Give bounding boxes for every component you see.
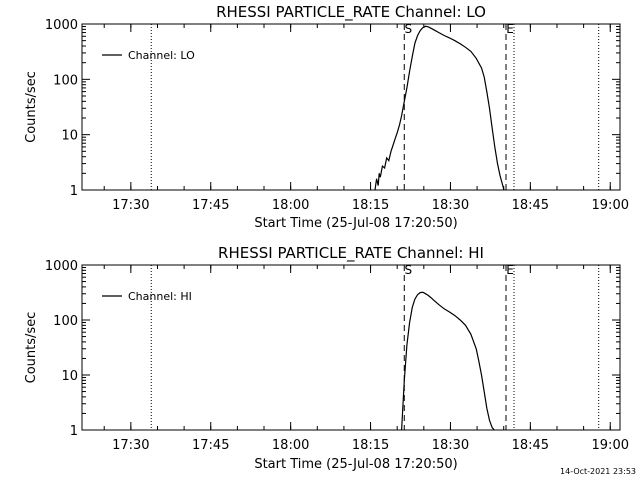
footer-timestamp: 14-Oct-2021 23:53 bbox=[560, 467, 636, 476]
marker-label-s: S bbox=[404, 22, 412, 36]
y-tick-label: 10 bbox=[61, 369, 78, 384]
x-tick-label: 19:00 bbox=[592, 438, 629, 453]
y-tick-label: 100 bbox=[53, 73, 78, 88]
x-tick-label: 17:30 bbox=[112, 198, 149, 213]
x-tick-label: 18:15 bbox=[352, 438, 389, 453]
legend-entry: Channel: HI bbox=[128, 290, 192, 303]
x-tick-label: 18:45 bbox=[512, 438, 549, 453]
legend-entry: Channel: LO bbox=[128, 49, 195, 62]
x-tick-label: 18:45 bbox=[512, 198, 549, 213]
chart-panel-hi: RHESSI PARTICLE_RATE Channel: HI Start Ti… bbox=[24, 244, 629, 472]
y-tick-label: 1000 bbox=[45, 18, 78, 33]
x-tick-label: 19:00 bbox=[592, 198, 629, 213]
x-tick-label: 17:30 bbox=[112, 438, 149, 453]
x-tick-label: 18:30 bbox=[432, 438, 469, 453]
plot-frame bbox=[81, 264, 621, 431]
y-axis-label: Counts/sec bbox=[24, 312, 39, 384]
chart-title: RHESSI PARTICLE_RATE Channel: LO bbox=[216, 3, 486, 22]
y-tick-label: 1000 bbox=[45, 259, 78, 274]
y-axis-label: Counts/sec bbox=[24, 71, 39, 143]
x-tick-label: 17:45 bbox=[192, 198, 229, 213]
chart-panel-lo: RHESSI PARTICLE_RATE Channel: LO Start Ti… bbox=[24, 3, 629, 231]
x-tick-label: 18:30 bbox=[432, 198, 469, 213]
y-tick-label: 1 bbox=[70, 184, 78, 199]
y-tick-label: 1 bbox=[70, 424, 78, 439]
marker-label-e: E bbox=[506, 22, 514, 36]
y-tick-label: 100 bbox=[53, 314, 78, 329]
x-tick-label: 17:45 bbox=[192, 438, 229, 453]
y-tick-label: 10 bbox=[61, 129, 78, 144]
plot-frame bbox=[81, 23, 621, 191]
x-tick-label: 18:00 bbox=[272, 198, 309, 213]
chart-title: RHESSI PARTICLE_RATE Channel: HI bbox=[218, 244, 484, 263]
data-series-line bbox=[374, 25, 505, 191]
x-axis-label: Start Time (25-Jul-08 17:20:50) bbox=[254, 216, 457, 231]
x-tick-label: 18:15 bbox=[352, 198, 389, 213]
marker-label-e: E bbox=[506, 263, 514, 277]
data-series-line bbox=[401, 291, 495, 431]
marker-label-s: S bbox=[404, 263, 412, 277]
x-tick-label: 18:00 bbox=[272, 438, 309, 453]
x-axis-label: Start Time (25-Jul-08 17:20:50) bbox=[254, 457, 457, 472]
